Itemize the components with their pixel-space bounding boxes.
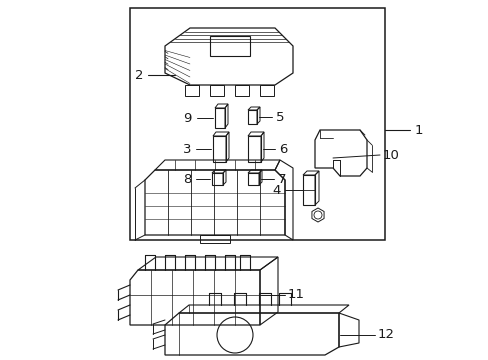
- Text: 5: 5: [275, 111, 284, 123]
- Text: 2: 2: [134, 68, 142, 81]
- Bar: [247, 173, 259, 185]
- Bar: [130, 8, 384, 240]
- Text: 9: 9: [182, 112, 191, 125]
- Text: 10: 10: [382, 149, 399, 162]
- Text: 12: 12: [377, 328, 394, 342]
- Bar: [212, 173, 223, 185]
- Bar: [247, 110, 257, 124]
- Bar: [247, 136, 261, 162]
- Text: 8: 8: [182, 172, 191, 185]
- Text: 11: 11: [287, 288, 305, 302]
- Bar: [303, 175, 314, 205]
- Bar: [209, 36, 249, 56]
- Bar: [215, 108, 224, 128]
- Bar: [213, 136, 225, 162]
- Text: 4: 4: [272, 184, 281, 197]
- Text: 3: 3: [182, 143, 191, 156]
- Text: 7: 7: [278, 172, 286, 185]
- Text: 1: 1: [414, 123, 423, 136]
- Text: 6: 6: [279, 143, 287, 156]
- Bar: [200, 235, 229, 243]
